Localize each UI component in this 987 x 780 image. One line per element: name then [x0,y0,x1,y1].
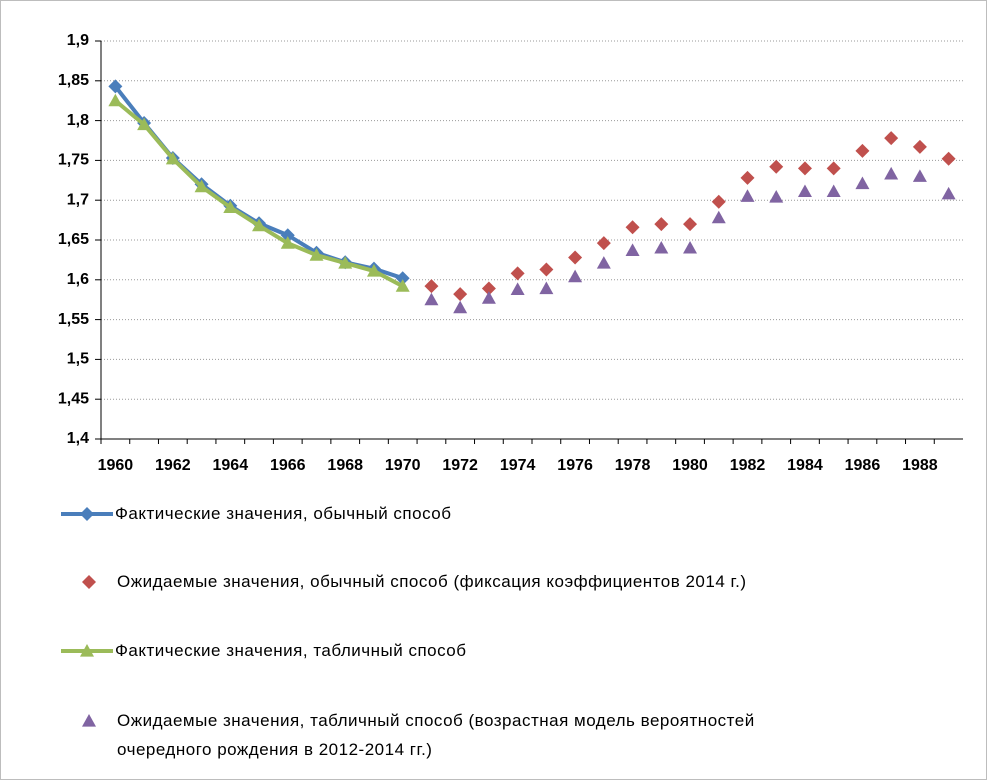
x-tick-label: 1988 [902,457,938,474]
marker [826,184,841,198]
x-tick-label: 1986 [845,457,881,474]
marker [366,264,381,277]
marker [941,186,956,200]
x-tick-label: 1984 [787,457,823,474]
marker [711,194,726,209]
marker [424,292,439,306]
x-tick-label: 1974 [500,457,536,474]
x-tick-label: 1964 [213,457,249,474]
y-tick-label: 1,85 [58,72,89,89]
x-tick-label: 1970 [385,457,421,474]
y-tick-label: 1,55 [58,311,89,328]
marker [338,256,353,269]
marker [884,166,899,180]
y-tick-label: 1,5 [67,351,89,368]
marker [797,161,812,176]
marker [797,184,812,198]
marker [654,217,669,232]
marker [912,169,927,182]
y-tick-label: 1,4 [67,430,89,447]
marker [510,266,525,281]
marker [309,248,324,261]
marker [884,131,899,146]
y-tick-label: 1,8 [67,112,89,129]
y-tick-label: 1,6 [67,271,89,288]
legend-marker [82,575,96,589]
series-line [113,85,404,281]
marker [855,143,870,158]
marker [941,151,956,166]
x-tick-label: 1972 [442,457,478,474]
marker [740,189,755,202]
legend-marker [80,507,94,521]
marker [625,220,640,235]
marker [481,281,496,296]
x-tick-label: 1978 [615,457,651,474]
marker [769,190,784,203]
marker [424,279,439,294]
marker [165,151,180,165]
marker [769,159,784,174]
x-tick-label: 1968 [327,457,363,474]
marker [108,79,123,94]
marker [625,243,640,256]
marker [539,281,554,295]
x-tick-label: 1966 [270,457,306,474]
marker [826,161,841,176]
y-tick-label: 1,7 [67,191,89,208]
y-tick-label: 1,65 [58,231,89,248]
marker [855,176,870,190]
marker [654,240,669,254]
marker [596,256,611,269]
legend-marker [80,644,94,657]
y-tick-label: 1,45 [58,390,89,407]
x-tick-label: 1976 [557,457,593,474]
x-tick-label: 1982 [730,457,766,474]
marker [568,269,583,283]
x-tick-label: 1962 [155,457,191,474]
legend-marker [82,714,96,727]
x-tick-label: 1980 [672,457,708,474]
marker [740,170,755,185]
marker [683,240,698,254]
marker [596,236,611,251]
marker [510,282,525,295]
marker [453,300,468,314]
y-tick-label: 1,9 [67,32,89,49]
marker [395,279,410,292]
legend-entry: Фактические значения, табличный способ [115,641,467,660]
marker [912,139,927,154]
marker [711,210,726,224]
x-tick-label: 1960 [98,457,134,474]
marker [108,93,123,107]
marker [194,179,209,193]
legend-entry: Ожидаемые значения, табличный способ (во… [117,711,755,759]
legend-entry: Ожидаемые значения, обычный способ (фикс… [117,572,747,591]
series-line [114,99,404,288]
marker [223,200,238,213]
y-tick-label: 1,75 [58,152,89,169]
marker [252,218,267,232]
marker [539,262,554,277]
marker [568,250,583,265]
marker [453,287,468,302]
marker [481,291,496,304]
legend-entry: Фактические значения, обычный способ [115,504,452,523]
marker [683,217,698,232]
marker [395,271,410,286]
marker [280,236,295,249]
marker [137,117,152,131]
